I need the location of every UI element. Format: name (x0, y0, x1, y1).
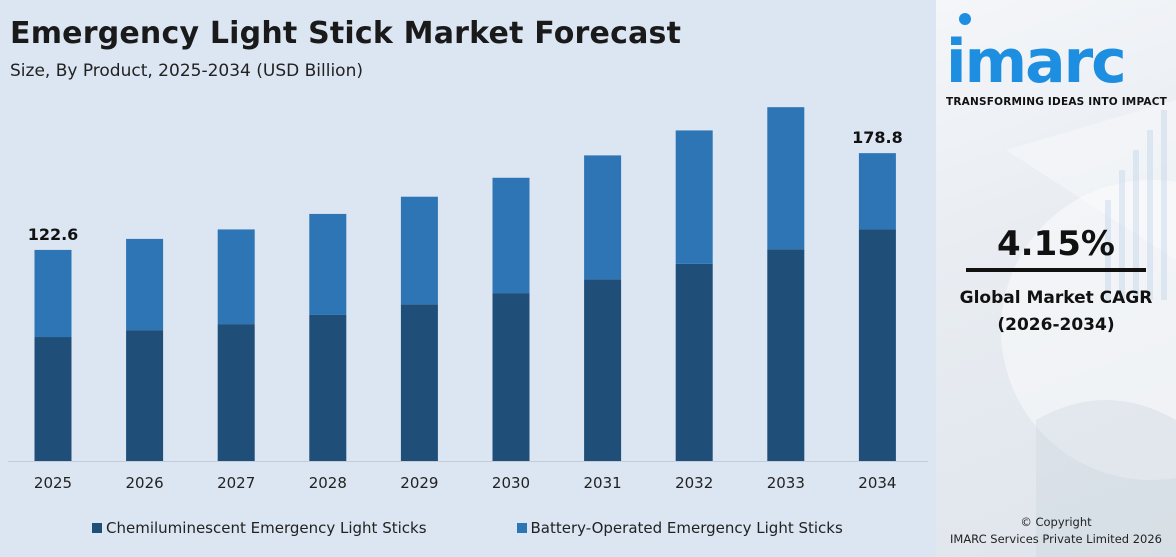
bar-chemiluminescent-2033 (767, 249, 805, 461)
bar-chemiluminescent-2034 (858, 229, 896, 461)
legend-item-chemiluminescent: Chemiluminescent Emergency Light Sticks (92, 519, 427, 537)
legend-item-battery-operated: Battery-Operated Emergency Light Sticks (516, 519, 843, 537)
bar-battery-operated-2033 (767, 107, 805, 250)
x-tick-label-2028: 2028 (309, 474, 347, 492)
chart-legend: Chemiluminescent Emergency Light Sticks … (92, 519, 843, 537)
legend-swatch-chemiluminescent (92, 523, 102, 533)
bar-battery-operated-2027 (217, 229, 255, 325)
chart-subtitle: Size, By Product, 2025-2034 (USD Billion… (10, 61, 363, 81)
data-label-2025: 122.6 (28, 225, 79, 244)
bar-battery-operated-2026 (126, 238, 164, 331)
bar-battery-operated-2028 (309, 213, 347, 315)
imarc-logo: imarc TRANSFORMING IDEAS INTO IMPACT (946, 10, 1171, 108)
cagr-value: 4.15% (997, 224, 1115, 264)
bar-battery-operated-2032 (675, 130, 713, 264)
bar-chemiluminescent-2029 (400, 304, 438, 461)
bar-chemiluminescent-2025 (34, 337, 72, 461)
chart-title: Emergency Light Stick Market Forecast (10, 16, 682, 51)
x-tick-label-2026: 2026 (126, 474, 164, 492)
background-decoration (1001, 100, 1176, 557)
x-tick-label-2032: 2032 (675, 474, 713, 492)
chart-panel: Emergency Light Stick Market Forecast Si… (8, 16, 928, 537)
copyright-line2: IMARC Services Private Limited 2026 (950, 532, 1162, 546)
x-tick-label-2031: 2031 (584, 474, 622, 492)
bar-battery-operated-2030 (492, 177, 530, 294)
logo-wordmark: imarc (946, 27, 1127, 97)
side-panel: imarc TRANSFORMING IDEAS INTO IMPACT 4.1… (936, 0, 1176, 557)
bar-chemiluminescent-2032 (675, 263, 713, 461)
bar-battery-operated-2029 (400, 196, 438, 305)
x-tick-label-2027: 2027 (217, 474, 255, 492)
bar-chemiluminescent-2027 (217, 324, 255, 461)
bar-chart: 2025 2026 2027 2028 2029 2030 2031 2032 2033 2034… (8, 107, 928, 492)
legend-label-chemiluminescent: Chemiluminescent Emergency Light Sticks (106, 519, 427, 537)
cagr-label-line1: Global Market CAGR (959, 288, 1153, 308)
cagr-label: Global Market CAGR (2026-2034) (936, 285, 1176, 339)
legend-label-battery-operated: Battery-Operated Emergency Light Sticks (530, 519, 843, 537)
x-tick-label-2025: 2025 (34, 474, 72, 492)
bar-chemiluminescent-2030 (492, 293, 530, 461)
bar-battery-operated-2031 (584, 155, 622, 280)
copyright: © Copyright IMARC Services Private Limit… (936, 514, 1176, 548)
cagr-divider (966, 268, 1146, 272)
x-tick-label-2029: 2029 (400, 474, 438, 492)
bar-chemiluminescent-2026 (126, 330, 164, 461)
x-tick-label-2033: 2033 (767, 474, 805, 492)
bar-chemiluminescent-2031 (584, 279, 622, 461)
legend-swatch-battery-operated (516, 523, 527, 533)
x-tick-label-2030: 2030 (492, 474, 530, 492)
bar-chemiluminescent-2028 (309, 314, 347, 461)
bar-battery-operated-2025 (34, 249, 72, 338)
x-tick-label-2034: 2034 (858, 474, 896, 492)
logo-tagline: TRANSFORMING IDEAS INTO IMPACT (946, 96, 1167, 108)
cagr-label-line2: (2026-2034) (997, 315, 1115, 335)
bar-battery-operated-2034 (858, 153, 896, 230)
logo-dot-icon (959, 13, 971, 25)
data-label-2034: 178.8 (852, 128, 903, 147)
copyright-line1: © Copyright (1020, 515, 1092, 529)
